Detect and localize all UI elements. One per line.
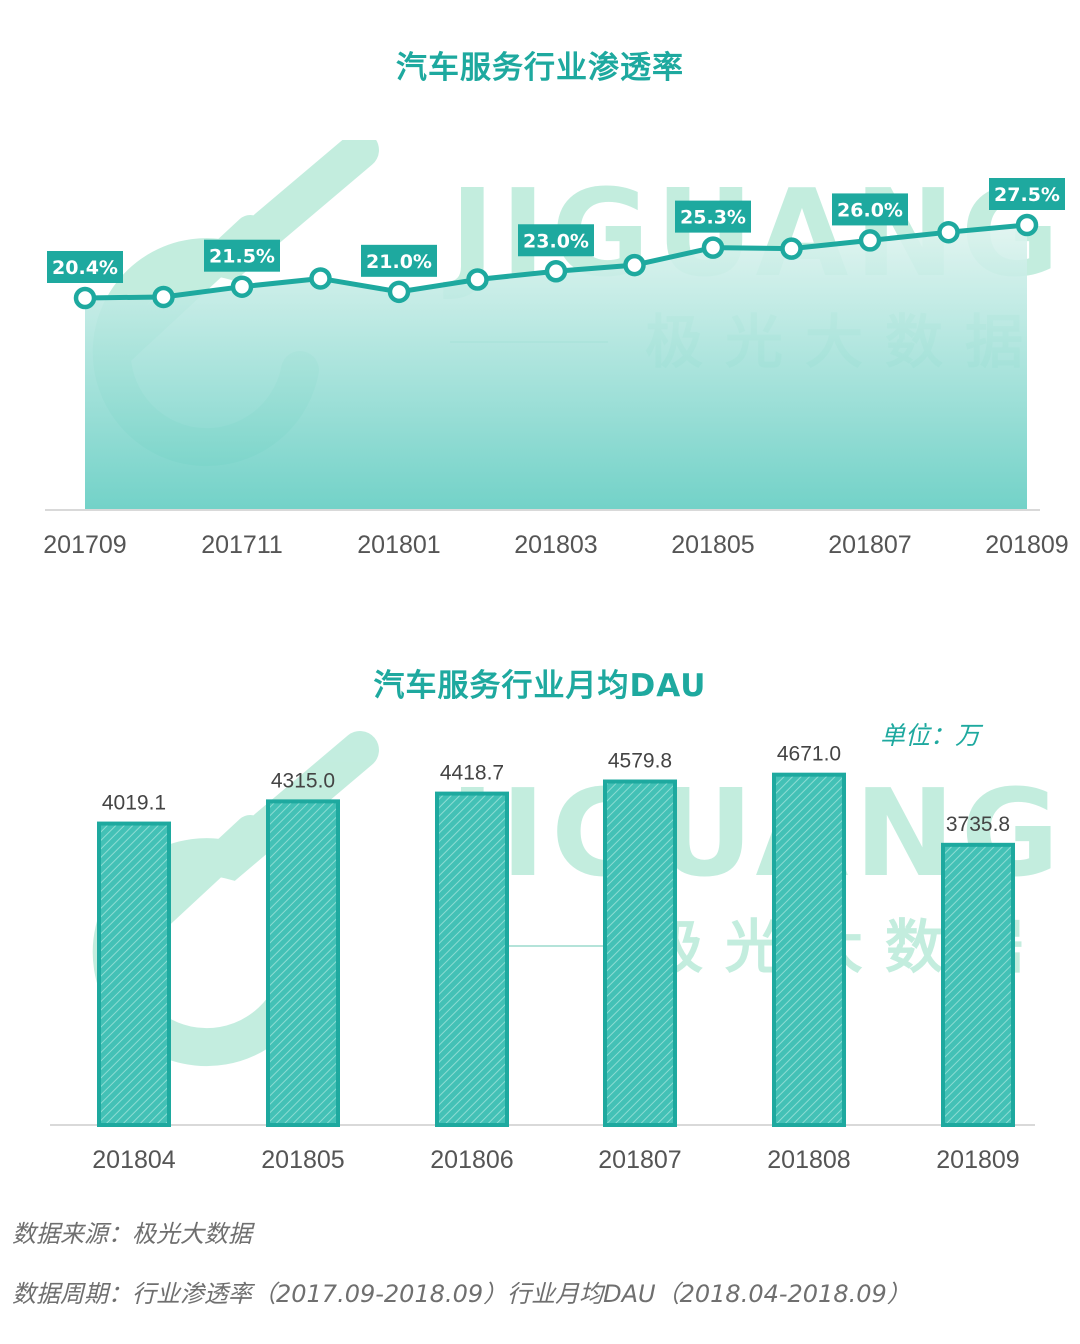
- data-point-201711: [230, 275, 254, 298]
- data-label: 21.0%: [366, 251, 432, 273]
- penetration-area-fill: [85, 225, 1027, 510]
- data-label-box: [832, 193, 908, 226]
- data-label: 25.3%: [680, 207, 746, 229]
- data-point-201804: [623, 253, 646, 277]
- data-point-201803: [544, 260, 568, 283]
- bar-value-label: 4418.7: [440, 762, 504, 785]
- bar-value-label: 4019.1: [102, 792, 166, 815]
- data-label: 20.4%: [52, 257, 118, 279]
- data-point-201806: [780, 237, 803, 260]
- penetration-line-chart: JIGUANG 极光大数据 20.4%21.5%21.0%23.0%25.3%2…: [43, 140, 1069, 559]
- data-label: 23.0%: [523, 230, 589, 252]
- bar-201807: [603, 779, 677, 1127]
- bar-201809: [941, 842, 1015, 1127]
- data-point-201807: [858, 229, 882, 252]
- x-tick-label: 201803: [514, 531, 597, 559]
- data-label: 26.0%: [837, 199, 903, 221]
- period-note: 数据周期：行业渗透率（2017.09-2018.09）行业月均DAU（2018.…: [12, 1280, 911, 1308]
- x-tick-label: 201805: [671, 531, 754, 559]
- bar-201805: [266, 799, 340, 1127]
- source-note: 数据来源：极光大数据: [12, 1220, 252, 1248]
- dau-bar-chart: JIGUANG 极光大数据 4019.1 201804 4315.0 201805 44…: [50, 731, 1059, 1174]
- bar-201804: [97, 821, 171, 1127]
- line-chart-title: 汽车服务行业渗透率: [396, 50, 684, 86]
- x-tick-label: 201801: [357, 531, 440, 559]
- data-label-box: [518, 224, 594, 257]
- x-tick-label: 201806: [430, 1146, 513, 1174]
- data-point-201709: [73, 286, 97, 310]
- unit-label: 单位：万: [880, 721, 981, 750]
- bar-chart-title: 汽车服务行业月均DAU: [373, 668, 707, 704]
- watermark: JIGUANG 极光大数据: [92, 731, 1059, 1067]
- bar-value-label: 4579.8: [608, 750, 672, 773]
- bar-201806: [435, 791, 509, 1127]
- data-point-201809: [1015, 213, 1039, 237]
- x-tick-label: 201808: [767, 1146, 850, 1174]
- x-tick-label: 201809: [985, 531, 1068, 559]
- data-point-201802: [466, 268, 489, 291]
- data-label-box: [47, 251, 123, 283]
- x-tick-label: 201805: [261, 1146, 344, 1174]
- data-point-201808: [937, 220, 960, 244]
- data-point-201712: [309, 267, 332, 290]
- data-label-box: [989, 178, 1065, 210]
- data-label-box: [675, 200, 751, 233]
- bar-201808: [772, 772, 846, 1128]
- x-tick-label: 201807: [828, 531, 911, 559]
- bar-value-label: 4315.0: [271, 769, 335, 792]
- data-point-201805: [701, 236, 725, 259]
- data-label: 21.5%: [209, 246, 275, 268]
- data-label-box: [204, 239, 280, 272]
- x-tick-label: 201807: [598, 1146, 681, 1174]
- data-point-201710: [152, 285, 175, 309]
- data-point-201801: [387, 280, 411, 304]
- data-label: 27.5%: [994, 184, 1060, 206]
- bar-value-label: 4671.0: [777, 743, 841, 766]
- x-tick-label: 201804: [92, 1146, 176, 1174]
- bar-value-label: 3735.8: [946, 813, 1010, 836]
- x-tick-label: 201809: [936, 1146, 1019, 1174]
- data-label-box: [361, 244, 437, 277]
- x-tick-label: 201711: [201, 531, 283, 559]
- x-tick-label: 201709: [43, 531, 126, 559]
